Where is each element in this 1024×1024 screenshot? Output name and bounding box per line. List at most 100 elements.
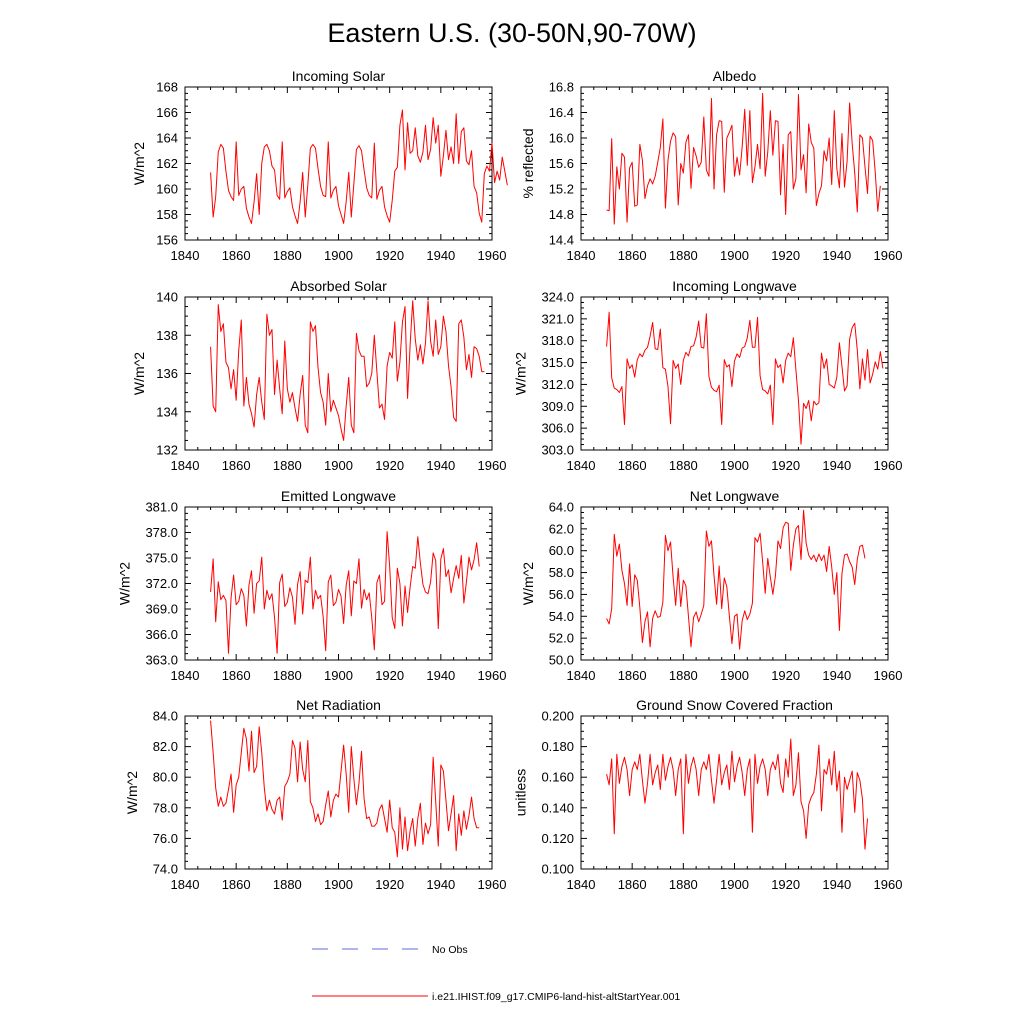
x-tick-label: 1960 — [478, 668, 507, 683]
x-tick-label: 1900 — [720, 458, 749, 473]
panel-3: 1840 1860 1880 1900 1920 1940 1960 132 134 136 138… — [131, 278, 506, 473]
y-tick-label: 52.0 — [549, 631, 574, 646]
x-tick-label: 1860 — [222, 248, 251, 263]
y-tick-label: 0.200 — [541, 709, 574, 724]
y-tick-label: 0.180 — [541, 739, 574, 754]
y-tick-label: 64.0 — [549, 500, 574, 515]
y-tick-label: 318.0 — [541, 333, 574, 348]
y-tick-label: 303.0 — [541, 443, 574, 458]
panel-grid: 1840 1860 1880 1900 1920 1940 1960 156 158 160 162… — [117, 68, 903, 892]
legend: No Obs i.e21.IHIST.f09_g17.CMIP6-land-hi… — [312, 944, 680, 1003]
y-tick-label: 84.0 — [153, 709, 178, 724]
series-line — [210, 109, 508, 224]
panel-title: Incoming Longwave — [672, 278, 797, 294]
y-tick-label: 156 — [156, 233, 178, 248]
x-tick-label: 1960 — [874, 248, 903, 263]
x-tick-label: 1940 — [426, 458, 455, 473]
y-tick-label: 309.0 — [541, 399, 574, 414]
x-tick-label: 1960 — [874, 458, 903, 473]
x-tick-label: 1860 — [222, 877, 251, 892]
y-tick-label: 15.2 — [549, 182, 574, 197]
y-tick-label: 0.120 — [541, 831, 574, 846]
x-tick-label: 1960 — [478, 458, 507, 473]
y-tick-label: 306.0 — [541, 421, 574, 436]
x-tick-label: 1880 — [273, 458, 302, 473]
panel-title: Ground Snow Covered Fraction — [636, 697, 833, 713]
x-tick-label: 1900 — [720, 248, 749, 263]
y-tick-label: 321.0 — [541, 311, 574, 326]
y-tick-label: 372.0 — [145, 576, 178, 591]
panel-title: Net Longwave — [690, 488, 780, 504]
x-tick-label: 1920 — [771, 668, 800, 683]
x-tick-label: 1860 — [222, 668, 251, 683]
x-tick-label: 1920 — [375, 668, 404, 683]
x-tick-label: 1880 — [669, 668, 698, 683]
series-line — [606, 738, 869, 850]
y-tick-label: 0.140 — [541, 800, 574, 815]
x-tick-label: 1900 — [720, 877, 749, 892]
x-tick-label: 1960 — [874, 668, 903, 683]
x-tick-label: 1940 — [426, 877, 455, 892]
x-tick-label: 1860 — [222, 458, 251, 473]
x-tick-label: 1880 — [669, 877, 698, 892]
y-axis-label: W/m^2 — [124, 771, 140, 814]
legend-model-label: i.e21.IHIST.f09_g17.CMIP6-land-hist-altS… — [432, 991, 680, 1003]
panel-4: 1840 1860 1880 1900 1920 1940 1960 303.0 306.0 30… — [513, 278, 903, 473]
x-tick-label: 1880 — [669, 458, 698, 473]
y-tick-label: 82.0 — [153, 739, 178, 754]
y-axis-label: unitless — [513, 769, 529, 816]
y-tick-label: 132 — [156, 443, 178, 458]
x-tick-label: 1840 — [171, 248, 200, 263]
x-tick-label: 1940 — [822, 458, 851, 473]
x-tick-label: 1860 — [618, 668, 647, 683]
panel-7: 1840 1860 1880 1900 1920 1940 1960 74.0 76.0 78.0… — [124, 697, 507, 892]
y-tick-label: 369.0 — [145, 602, 178, 617]
panel-5: 1840 1860 1880 1900 1920 1940 1960 363.0 366.0 36… — [117, 488, 507, 683]
y-tick-label: 138 — [156, 328, 178, 343]
panel-6: 1840 1860 1880 1900 1920 1940 1960 50.0 52.0 54.0… — [520, 488, 903, 683]
y-tick-label: 80.0 — [153, 770, 178, 785]
y-axis-label: W/m^2 — [117, 562, 133, 605]
series-line — [606, 311, 884, 445]
panel-8: 1840 1860 1880 1900 1920 1940 1960 0.100 0.120 0.… — [513, 697, 903, 892]
x-tick-label: 1900 — [324, 877, 353, 892]
y-tick-label: 168 — [156, 80, 178, 95]
series-line — [606, 509, 866, 650]
x-tick-label: 1940 — [822, 248, 851, 263]
y-tick-label: 0.160 — [541, 770, 574, 785]
x-tick-label: 1880 — [669, 248, 698, 263]
x-tick-label: 1920 — [771, 248, 800, 263]
x-tick-label: 1900 — [720, 668, 749, 683]
x-tick-label: 1860 — [618, 458, 647, 473]
x-tick-label: 1860 — [618, 877, 647, 892]
x-tick-label: 1840 — [567, 668, 596, 683]
x-tick-label: 1940 — [822, 877, 851, 892]
x-tick-label: 1840 — [171, 877, 200, 892]
x-tick-label: 1940 — [426, 248, 455, 263]
y-tick-label: 74.0 — [153, 862, 178, 877]
y-tick-label: 16.0 — [549, 131, 574, 146]
panel-1: 1840 1860 1880 1900 1920 1940 1960 156 158 160 162… — [131, 68, 508, 263]
y-axis-label: W/m^2 — [513, 352, 529, 395]
series-line — [210, 720, 480, 858]
x-tick-label: 1880 — [273, 248, 302, 263]
y-tick-label: 16.4 — [549, 105, 574, 120]
x-tick-label: 1960 — [478, 248, 507, 263]
y-axis-label: W/m^2 — [131, 142, 147, 185]
x-tick-label: 1840 — [171, 458, 200, 473]
y-tick-label: 0.100 — [541, 862, 574, 877]
y-tick-label: 50.0 — [549, 653, 574, 668]
x-tick-label: 1960 — [874, 877, 903, 892]
x-tick-label: 1920 — [771, 877, 800, 892]
x-tick-label: 1840 — [567, 458, 596, 473]
y-tick-label: 375.0 — [145, 551, 178, 566]
panel-title: Incoming Solar — [292, 68, 386, 84]
y-tick-label: 62.0 — [549, 521, 574, 536]
x-tick-label: 1920 — [375, 248, 404, 263]
x-tick-label: 1860 — [618, 248, 647, 263]
series-line — [210, 300, 485, 441]
x-tick-label: 1880 — [273, 668, 302, 683]
y-tick-label: 158 — [156, 207, 178, 222]
